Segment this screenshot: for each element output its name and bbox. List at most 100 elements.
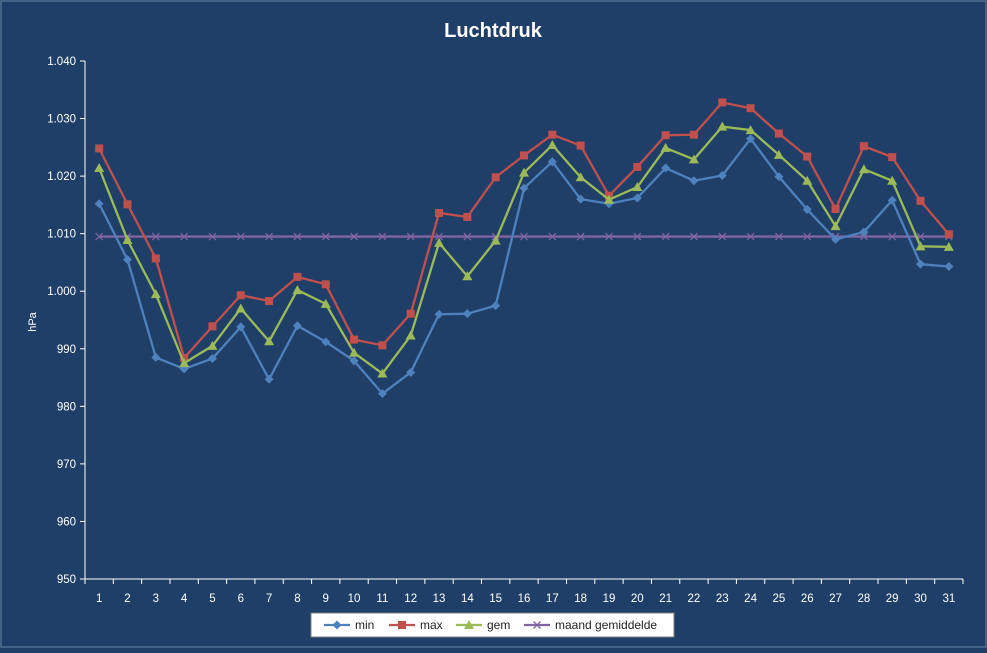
data-point-gem (745, 125, 756, 135)
legend-label: max (420, 618, 443, 632)
x-tick-label: 22 (688, 593, 701, 605)
legend-marker (464, 620, 474, 629)
data-point-gem (858, 164, 869, 174)
data-point-max (633, 162, 642, 171)
y-tick-label: 970 (57, 459, 76, 471)
x-tick-label: 2 (124, 593, 130, 605)
data-point-min (292, 321, 302, 331)
data-point-maand-gemiddelde (774, 232, 783, 241)
data-point-gem (434, 237, 445, 247)
data-point-gem (547, 140, 558, 150)
data-point-min (746, 134, 756, 144)
x-tick-label: 30 (914, 593, 927, 605)
data-point-min (859, 227, 869, 237)
data-point-max (661, 131, 670, 140)
data-point-maand-gemiddelde (406, 232, 415, 241)
series-min (94, 134, 954, 399)
y-tick-label: 1.010 (47, 229, 76, 241)
data-point-max (123, 200, 132, 209)
data-point-max (520, 151, 528, 160)
data-point-max (944, 230, 953, 239)
data-point-max (463, 212, 472, 221)
data-point-gem (887, 175, 898, 185)
x-tick-label: 31 (942, 593, 955, 605)
data-point-min (377, 389, 387, 399)
data-point-min (802, 204, 812, 214)
data-point-min (547, 157, 557, 167)
x-ticks: 1 2 3 4 5 6 7 8 9 10 11 12 13 14 15 16 17 18 19 20 21 22 23 24 2… (84, 579, 964, 605)
data-point-max (95, 144, 104, 153)
data-point-min (349, 356, 359, 366)
data-point-min (462, 309, 472, 319)
data-point-min (916, 259, 926, 269)
x-tick-label: 29 (886, 593, 899, 605)
x-tick-label: 20 (631, 593, 644, 605)
data-point-max (265, 297, 274, 306)
data-point-gem (235, 303, 246, 313)
data-point-min (122, 255, 132, 265)
y-tick-label: 960 (57, 516, 76, 528)
legend-entry-max: max (389, 618, 443, 632)
legend-entry-gem: gem (456, 618, 510, 632)
data-point-gem (462, 271, 473, 281)
data-point-max (378, 341, 387, 350)
x-tick-label: 10 (348, 593, 361, 605)
data-point-gem (632, 182, 643, 192)
y-tick-label: 950 (57, 574, 76, 586)
x-tick-label: 12 (404, 593, 417, 605)
y-tick-label: 1.030 (47, 114, 76, 126)
x-tick-label: 8 (294, 593, 300, 605)
data-point-max (831, 204, 840, 213)
data-point-gem (179, 358, 190, 368)
y-tick-label: 980 (57, 401, 76, 413)
data-point-max (774, 129, 783, 138)
x-tick-label: 3 (153, 593, 159, 605)
x-tick-label: 25 (773, 593, 786, 605)
data-point-max (406, 309, 415, 318)
data-point-gem (603, 194, 614, 204)
data-point-max (350, 335, 359, 344)
y-tick-label: 990 (57, 344, 76, 356)
legend: min max gem maand gemiddelde (310, 612, 675, 638)
data-point-gem (575, 172, 586, 182)
y-ticks: 950 960 970 980 990 1.000 1.010 1.020 1.030 1.040 (47, 56, 85, 586)
series-maand-gemiddelde (95, 232, 953, 241)
x-tick-label: 16 (518, 593, 531, 605)
data-point-maand-gemiddelde (689, 232, 698, 241)
data-point-maand-gemiddelde (180, 232, 189, 241)
data-point-max (689, 130, 698, 139)
data-point-max (180, 353, 189, 362)
series-gem (94, 121, 954, 378)
data-point-gem (150, 289, 161, 299)
data-point-gem (660, 142, 671, 152)
x-tick-label: 6 (238, 593, 244, 605)
data-point-min (151, 352, 161, 362)
data-point-maand-gemiddelde (661, 232, 670, 241)
data-point-maand-gemiddelde (293, 232, 302, 241)
x-tick-label: 24 (744, 593, 757, 605)
legend-marker (398, 621, 406, 629)
data-point-maand-gemiddelde (463, 232, 472, 241)
data-point-gem (207, 340, 218, 350)
legend-label: min (355, 618, 374, 632)
data-point-maand-gemiddelde (435, 232, 443, 241)
legend-label: maand gemiddelde (555, 618, 657, 632)
data-point-maand-gemiddelde (633, 232, 642, 241)
data-point-max (151, 254, 160, 263)
data-point-maand-gemiddelde (605, 232, 613, 241)
data-point-maand-gemiddelde (378, 232, 387, 241)
data-point-max (435, 208, 444, 217)
data-point-gem (943, 241, 954, 251)
y-axis-label: hPa (27, 311, 39, 331)
data-point-maand-gemiddelde (548, 232, 557, 241)
data-point-max (888, 153, 897, 162)
x-tick-label: 1 (96, 593, 102, 605)
data-point-min (576, 194, 586, 204)
x-tick-label: 27 (829, 593, 842, 605)
data-point-min (831, 234, 841, 244)
data-point-maand-gemiddelde (265, 232, 274, 241)
data-point-min (689, 176, 699, 186)
